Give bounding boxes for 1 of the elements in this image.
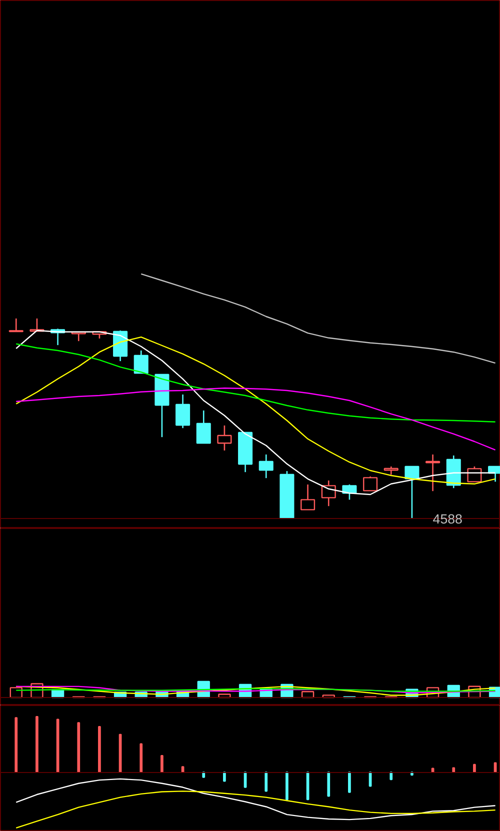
annotation: 4588 bbox=[432, 512, 462, 526]
